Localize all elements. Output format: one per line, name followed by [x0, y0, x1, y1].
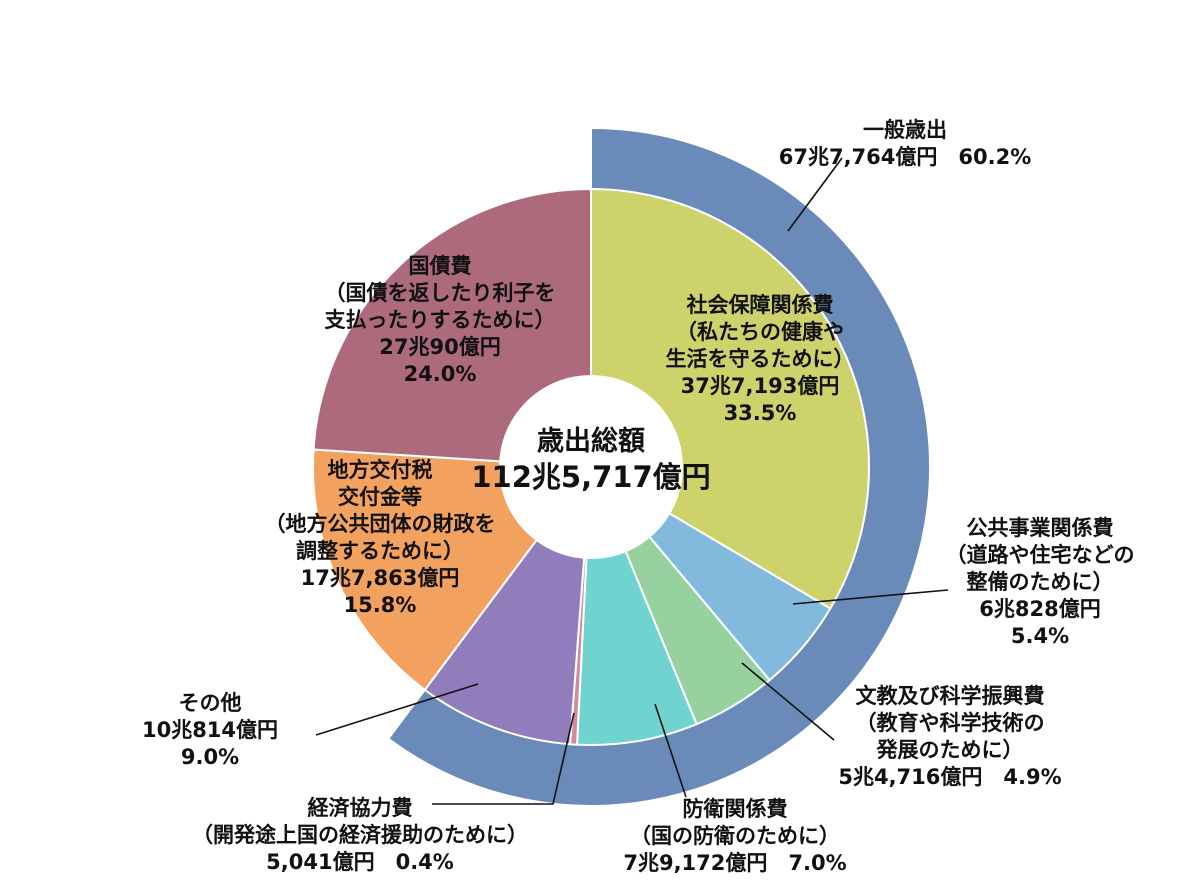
leader-outer-ring — [787, 157, 843, 232]
slice-label-line: 整備のために） — [966, 570, 1114, 594]
slice-label-line: 5,041億円 0.4% — [266, 850, 454, 874]
slice-label-line: （私たちの健康や — [676, 320, 844, 344]
slice-label-line: （国債を返したり利子を — [324, 281, 556, 305]
slice-label-local: 地方交付税 交付金等 （地方公共団体の財政を 調整するために） 17兆7,863… — [240, 457, 520, 619]
slice-label-public-works: 公共事業関係費 （道路や住宅などの 整備のために） 6兆828億円 5.4% — [900, 515, 1180, 650]
slice-label-line: 国債費 — [408, 254, 472, 278]
slice-label-line: 5.4% — [1010, 624, 1070, 648]
slice-label-line: 生活を守るために） — [665, 347, 855, 371]
slice-label-line: （教育や科学技術の — [855, 711, 1045, 735]
center-label: 歳出総額 112兆5,717億円 — [441, 425, 741, 495]
slice-label-social: 社会保障関係費 （私たちの健康や 生活を守るために） 37兆7,193億円 33… — [620, 292, 900, 427]
slice-label-line: （道路や住宅などの — [945, 543, 1135, 567]
slice-label-line: 発展のために） — [876, 738, 1024, 762]
center-total: 112兆5,717億円 — [471, 460, 711, 494]
slice-label-line: 10兆814億円 — [141, 718, 279, 742]
center-title: 歳出総額 — [537, 426, 645, 457]
slice-label-other: その他 10兆814億円 9.0% — [110, 690, 310, 771]
slice-label-line: その他 — [178, 691, 242, 715]
slice-label-line: 交付金等 — [338, 485, 422, 509]
slice-label-line: 24.0% — [403, 362, 477, 386]
slice-label-line: 5兆4,716億円 4.9% — [838, 765, 1062, 789]
slice-label-line: 33.5% — [723, 401, 797, 425]
slice-label-line: （国の防衛のために） — [630, 824, 840, 848]
slice-label-line: 17兆7,863億円 — [300, 566, 460, 590]
slice-label-line: 6兆828億円 — [979, 597, 1101, 621]
slice-label-line: 15.8% — [343, 593, 417, 617]
slice-label-line: 37兆7,193億円 — [680, 374, 840, 398]
outer-ring-label: 一般歳出 67兆7,764億円 60.2% — [700, 117, 1110, 171]
outer-ring-label-line: 一般歳出 — [863, 118, 947, 142]
leader-defense — [654, 703, 687, 798]
center-hole — [499, 375, 683, 559]
slice-label-line: 調整するために） — [296, 539, 464, 563]
slice-label-line: 公共事業関係費 — [966, 516, 1114, 540]
slice-label-line: 経済協力費 — [307, 796, 413, 820]
leader-public-works — [792, 589, 949, 605]
slice-label-line: （開発途上国の経済援助のために） — [192, 823, 528, 847]
slice-label-line: 27兆90億円 — [379, 335, 501, 359]
outer-ring-label-line: 67兆7,764億円 60.2% — [778, 145, 1032, 169]
leader-other — [315, 683, 479, 736]
slice-label-education: 文教及び科学振興費 （教育や科学技術の 発展のために） 5兆4,716億円 4.… — [800, 683, 1100, 791]
slice-label-line: 文教及び科学振興費 — [855, 684, 1045, 708]
slice-label-defense: 防衛関係費 （国の防衛のために） 7兆9,172億円 7.0% — [590, 796, 880, 877]
slice-label-line: 支払ったりするために） — [324, 308, 556, 332]
slice-label-line: 9.0% — [180, 745, 240, 769]
slice-label-debt: 国債費 （国債を返したり利子を 支払ったりするために） 27兆90億円 24.0… — [290, 253, 590, 388]
slice-label-line: 地方交付税 — [327, 458, 433, 482]
slice-label-econ-coop: 経済協力費 （開発途上国の経済援助のために） 5,041億円 0.4% — [150, 795, 570, 876]
leader-layer — [315, 157, 949, 805]
leader-education — [741, 662, 835, 741]
slice-label-line: （地方公共団体の財政を — [264, 512, 496, 536]
slice-label-line: 7兆9,172億円 7.0% — [623, 851, 847, 875]
slice-debt — [312, 188, 592, 468]
slice-label-line: 社会保障関係費 — [686, 293, 834, 317]
slice-label-line: 防衛関係費 — [682, 797, 788, 821]
leader-econ-coop — [432, 712, 575, 805]
